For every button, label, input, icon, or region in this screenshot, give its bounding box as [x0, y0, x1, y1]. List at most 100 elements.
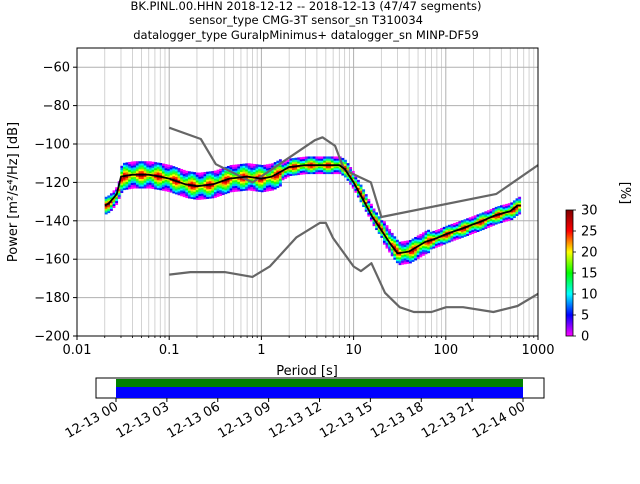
heatmap-cell [177, 173, 181, 177]
heatmap-cell [458, 234, 462, 237]
heatmap-cell [180, 184, 184, 187]
heatmap-cell [161, 175, 165, 178]
heatmap-cell [385, 240, 389, 243]
heatmap-cell [445, 229, 449, 232]
new-high-noise-model-line [168, 126, 539, 219]
heatmap-cell [315, 171, 319, 175]
heatmap-cell [408, 255, 412, 258]
heatmap-cell [346, 163, 350, 166]
heatmap-cell [354, 180, 358, 184]
heatmap-cell [460, 224, 464, 227]
heatmap-cell [481, 212, 485, 215]
heatmap-cell [143, 180, 147, 183]
heatmap-cell [109, 208, 113, 211]
heatmap-cell [138, 180, 142, 183]
heatmap-cell [130, 178, 134, 182]
heatmap-cell [278, 176, 282, 179]
heatmap-cell [515, 207, 519, 211]
heatmap-cell [229, 178, 233, 181]
heatmap-cell [473, 228, 477, 232]
y-axis-ticks: −60−80−100−120−140−160−180−200 [34, 61, 77, 345]
heatmap-cell [354, 178, 358, 182]
heatmap-cell [450, 229, 454, 232]
heatmap-cell [143, 178, 147, 181]
heatmap-cell [440, 239, 444, 242]
heatmap-cell [297, 168, 301, 172]
heatmap-cell [479, 215, 483, 218]
heatmap-cell [164, 167, 168, 171]
heatmap-cell [265, 177, 269, 180]
heatmap-cell [286, 171, 290, 174]
heatmap-cell [289, 158, 293, 161]
heatmap-cell [125, 164, 129, 167]
heatmap-cell [364, 196, 368, 199]
heatmap-cell [492, 213, 496, 217]
heatmap-cell [499, 214, 503, 218]
heatmap-cell [221, 183, 225, 186]
heatmap-cell [468, 217, 472, 220]
heatmap-cell [429, 243, 433, 246]
heatmap-cell [174, 186, 178, 189]
heatmap-cell [338, 169, 342, 173]
heatmap-cell [341, 169, 345, 172]
heatmap-cell [221, 188, 225, 192]
heatmap-cell [234, 189, 238, 192]
heatmap-cell [239, 181, 243, 184]
heatmap-cell [434, 233, 438, 237]
heatmap-cell [185, 188, 189, 191]
heatmap-cell [364, 194, 368, 197]
heatmap-cell [148, 178, 152, 181]
heatmap-cell [380, 231, 384, 235]
heatmap-cell [232, 187, 236, 191]
heatmap-cell [211, 192, 215, 195]
heatmap-cell [133, 168, 137, 172]
heatmap-cell [206, 171, 210, 174]
heatmap-cell [343, 175, 347, 178]
heatmap-cell [481, 227, 485, 231]
heatmap-cell [424, 230, 428, 234]
heatmap-cell [406, 261, 410, 264]
heatmap-cell [437, 231, 441, 234]
heatmap-cell [320, 171, 324, 175]
heatmap-cell [518, 200, 522, 203]
heatmap-cell [245, 165, 249, 168]
heatmap-cell [193, 175, 197, 179]
heatmap-cell [104, 196, 108, 200]
heatmap-cell [440, 237, 444, 240]
heatmap-cell [427, 248, 431, 252]
heatmap-cell [447, 224, 451, 228]
heatmap-cell [190, 183, 194, 186]
heatmap-cell [291, 173, 295, 176]
heatmap-cell [515, 200, 519, 203]
heatmap-cell [502, 204, 506, 207]
heatmap-cell [471, 229, 475, 233]
heatmap-cell [245, 176, 249, 180]
heatmap-cell [187, 186, 191, 189]
heatmap-cell [239, 179, 243, 182]
heatmap-cell [177, 168, 181, 171]
heatmap-cell [135, 167, 139, 170]
heatmap-cell [200, 172, 204, 175]
heatmap-cell [320, 167, 324, 171]
heatmap-cell [161, 182, 165, 186]
heatmap-cell [336, 162, 340, 165]
heatmap-cell [208, 177, 212, 180]
heatmap-cell [323, 167, 327, 171]
heatmap-cell [263, 185, 267, 189]
heatmap-cell [284, 172, 288, 175]
heatmap-cell [224, 182, 228, 185]
heatmap-cell [403, 244, 407, 247]
heatmap-cell [112, 199, 116, 203]
heatmap-cell [349, 182, 353, 185]
heatmap-cell [286, 173, 290, 176]
heatmap-cell [187, 182, 191, 186]
heatmap-cell [268, 184, 272, 188]
heatmap-cell [154, 165, 158, 169]
heatmap-cell [169, 182, 173, 185]
heatmap-cell [479, 226, 483, 230]
heatmap-cell [453, 222, 457, 226]
heatmap-cell [180, 188, 184, 191]
heatmap-cell [429, 245, 433, 248]
y-tick-label: −60 [43, 61, 70, 76]
heatmap-cell [200, 176, 204, 179]
